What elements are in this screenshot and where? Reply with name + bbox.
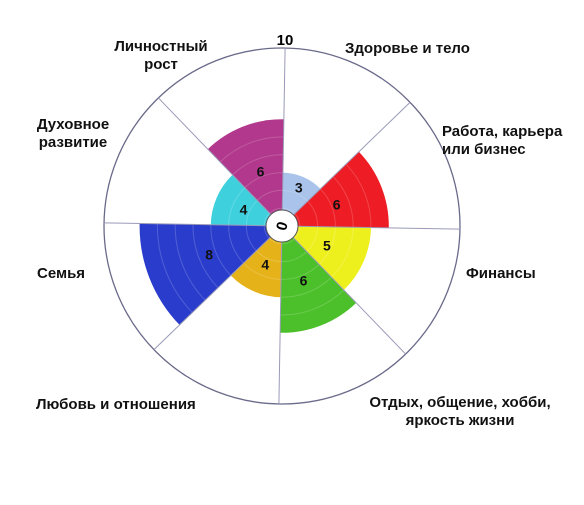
sector-ring: [280, 289, 345, 316]
value-label-2: 6: [333, 196, 341, 212]
sector-ring: [256, 250, 282, 263]
category-label-love: Любовь и отношения: [36, 396, 196, 413]
sector-ring: [332, 176, 354, 228]
spoke: [281, 225, 407, 355]
category-label-personal-growth: Личностный рост: [114, 38, 208, 73]
sector-ring: [281, 251, 308, 263]
spoke: [281, 225, 460, 230]
value-label-1: 3: [295, 179, 303, 195]
sector-ring: [174, 224, 206, 301]
category-label-leisure: Отдых, общение, хобби, яркость жизни: [369, 394, 551, 429]
sector-ring: [306, 226, 319, 252]
sector-ring: [232, 154, 284, 176]
sector-ring: [219, 136, 284, 163]
sector-ring: [156, 223, 193, 313]
value-labels: 3 6 5 6 4 8 4 6: [205, 163, 341, 288]
sector-7: [210, 174, 282, 226]
sectors: [139, 119, 389, 333]
value-label-8: 6: [257, 163, 265, 179]
sector-6: [139, 223, 282, 325]
category-label-spiritual: Духовное развитие: [36, 116, 110, 151]
spoke: [157, 97, 283, 227]
sector-ring: [345, 163, 372, 228]
sector-ring: [256, 189, 283, 201]
value-label-4: 6: [300, 273, 308, 289]
scale-max-label: 10: [277, 32, 294, 49]
sector-ring: [192, 224, 219, 289]
sector-5: [230, 226, 282, 298]
sector-ring: [307, 200, 319, 227]
category-label-career: Работа, карьера или бизнес: [442, 123, 563, 158]
value-label-6: 8: [205, 247, 213, 263]
spoke: [281, 48, 286, 227]
sector-ring: [320, 188, 336, 227]
category-label-health: Здоровье и тело: [345, 40, 470, 57]
sector-4: [280, 226, 357, 333]
category-label-finance: Финансы: [466, 265, 536, 282]
spoke: [153, 225, 283, 351]
sector-2: [282, 151, 389, 228]
sector-8: [207, 119, 284, 226]
sector-ring: [228, 225, 244, 264]
sector-ring: [243, 262, 282, 280]
value-label-7: 4: [240, 201, 248, 217]
value-label-5: 4: [261, 257, 269, 273]
spoke: [278, 225, 283, 404]
sector-ring: [245, 225, 257, 252]
sector-ring: [318, 226, 336, 265]
sector-ring: [228, 187, 246, 226]
spoke: [104, 222, 283, 227]
sector-ring: [210, 224, 232, 276]
spokes: [104, 48, 460, 404]
value-label-3: 5: [323, 238, 331, 254]
category-label-family: Семья: [37, 265, 86, 282]
center-hole: [265, 209, 299, 243]
sector-3: [282, 226, 371, 291]
sector-ring: [282, 189, 308, 202]
sector-ring: [281, 264, 320, 280]
sector-ring: [280, 276, 332, 298]
sector-ring: [331, 227, 354, 278]
sector-ring: [244, 172, 283, 188]
spoke: [281, 101, 411, 227]
sector-ring: [245, 200, 258, 226]
